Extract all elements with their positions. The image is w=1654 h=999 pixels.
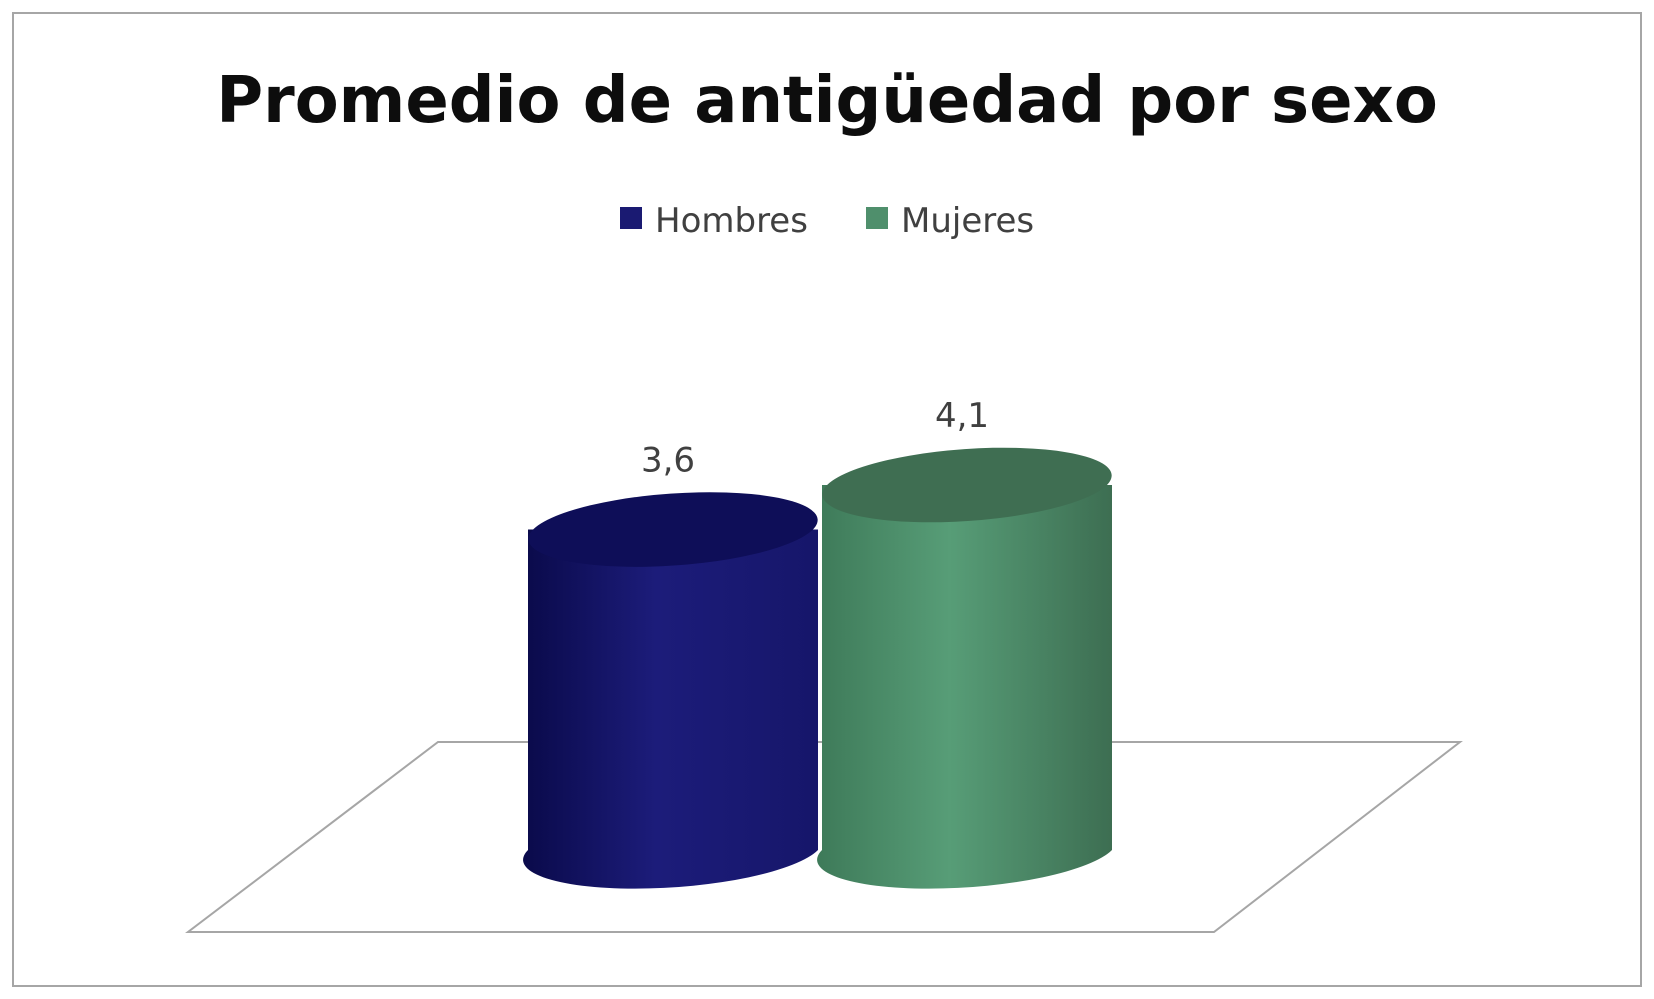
bar-body-hombres xyxy=(523,529,818,889)
data-label-hombres: 3,6 xyxy=(641,441,695,481)
bar-mujeres: 4,1 xyxy=(817,396,1112,889)
legend-label-mujeres: Mujeres xyxy=(901,201,1034,241)
chart-title: Promedio de antigüedad por sexo xyxy=(216,64,1438,138)
legend-swatch-mujeres xyxy=(866,207,888,229)
bar-body-mujeres xyxy=(817,485,1112,889)
legend: Hombres Mujeres xyxy=(620,201,1034,241)
bar-hombres: 3,6 xyxy=(523,441,818,889)
bars-group: 3,6 4,1 xyxy=(523,396,1112,889)
legend-label-hombres: Hombres xyxy=(655,201,808,241)
data-label-mujeres: 4,1 xyxy=(935,396,989,436)
bar-top-hombres xyxy=(528,492,818,567)
legend-swatch-hombres xyxy=(620,207,642,229)
bar-top-mujeres xyxy=(822,447,1112,523)
